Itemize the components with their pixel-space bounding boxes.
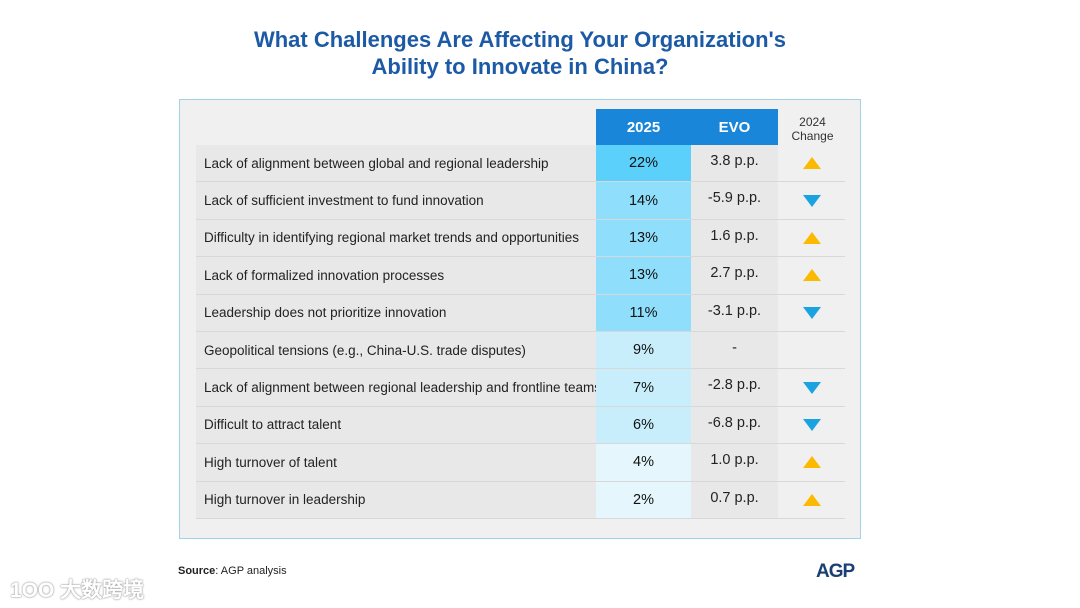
row-evo: 3.8 p.p.	[691, 145, 778, 182]
triangle-up-icon	[802, 456, 821, 469]
table-row: Lack of sufficient investment to fund in…	[196, 182, 845, 220]
row-value-2025: 13%	[596, 257, 691, 294]
row-change	[778, 481, 845, 518]
source-text: : AGP analysis	[215, 565, 287, 577]
row-label: Difficult to attract talent	[196, 406, 596, 444]
table-row: Leadership does not prioritize innovatio…	[196, 294, 845, 332]
row-label: Difficulty in identifying regional marke…	[196, 219, 596, 257]
triangle-down-icon	[802, 418, 821, 431]
row-change	[778, 406, 845, 444]
triangle-up-icon	[802, 231, 821, 244]
header-change-line1: 2024	[799, 115, 826, 129]
row-value-2025: 11%	[596, 294, 691, 331]
row-value-2025: 13%	[596, 219, 691, 257]
source-note: Source: AGP analysis	[178, 565, 287, 577]
table-row: Difficulty in identifying regional marke…	[196, 219, 845, 258]
table-row: Lack of alignment between global and reg…	[196, 145, 845, 183]
row-change	[778, 219, 845, 257]
triangle-up-icon	[802, 157, 821, 170]
row-label: Lack of alignment between regional leade…	[196, 369, 601, 406]
row-value-2025: 9%	[596, 331, 691, 369]
row-label: Lack of alignment between global and reg…	[196, 145, 596, 182]
table-row: Difficult to attract talent 6% -6.8 p.p.	[196, 406, 845, 445]
row-value-2025: 6%	[596, 406, 691, 444]
header-evo: EVO	[691, 109, 778, 145]
triangle-up-icon	[802, 269, 821, 282]
title-line-2: Ability to Innovate in China?	[371, 54, 669, 79]
row-change	[778, 331, 845, 369]
row-change	[778, 444, 845, 481]
row-evo: 1.0 p.p.	[691, 444, 778, 481]
header-change-line2: Change	[791, 129, 834, 143]
row-change	[778, 182, 845, 219]
triangle-down-icon	[802, 194, 821, 207]
triangle-up-icon	[802, 493, 821, 506]
row-label: High turnover of talent	[196, 444, 596, 481]
row-value-2025: 7%	[596, 369, 691, 406]
header-2025: 2025	[596, 109, 691, 145]
header-2024-change: 2024 Change	[779, 115, 846, 143]
row-change	[778, 294, 845, 331]
row-evo: 0.7 p.p.	[691, 481, 778, 518]
agp-logo: AGP	[816, 561, 855, 582]
triangle-down-icon	[802, 381, 821, 394]
row-evo: -	[691, 331, 778, 369]
table-panel: 2025 EVO 2024 Change Lack of alignment b…	[179, 99, 861, 539]
row-evo: 2.7 p.p.	[691, 257, 778, 294]
title-line-1: What Challenges Are Affecting Your Organ…	[253, 27, 787, 52]
source-label: Source	[178, 565, 216, 577]
table-row: Lack of formalized innovation processes 1…	[196, 257, 845, 295]
row-value-2025: 4%	[596, 444, 691, 481]
row-label: Lack of formalized innovation processes	[196, 257, 596, 294]
row-value-2025: 22%	[596, 145, 691, 182]
watermark: 1OO 大数跨境	[10, 579, 145, 602]
table-row: High turnover in leadership 2% 0.7 p.p.	[196, 481, 845, 519]
triangle-down-icon	[802, 306, 821, 319]
row-label: Lack of sufficient investment to fund in…	[196, 182, 596, 219]
row-evo: -3.1 p.p.	[691, 294, 778, 331]
table-row: Geopolitical tensions (e.g., China-U.S. …	[196, 331, 845, 370]
row-change	[778, 145, 845, 182]
table-row: Lack of alignment between regional leade…	[196, 369, 845, 407]
row-value-2025: 14%	[596, 182, 691, 219]
row-change	[778, 257, 845, 294]
row-change	[778, 369, 845, 406]
row-evo: -6.8 p.p.	[691, 406, 778, 444]
table-row: High turnover of talent 4% 1.0 p.p.	[196, 444, 845, 482]
row-label: High turnover in leadership	[196, 481, 596, 518]
chart-title: What Challenges Are Affecting Your Organ…	[0, 26, 1040, 80]
row-value-2025: 2%	[596, 481, 691, 518]
row-evo: -5.9 p.p.	[691, 182, 778, 219]
table-body: Lack of alignment between global and reg…	[196, 145, 845, 519]
row-label: Geopolitical tensions (e.g., China-U.S. …	[196, 331, 596, 369]
row-evo: 1.6 p.p.	[691, 219, 778, 257]
row-evo: -2.8 p.p.	[691, 369, 778, 406]
row-label: Leadership does not prioritize innovatio…	[196, 294, 596, 331]
